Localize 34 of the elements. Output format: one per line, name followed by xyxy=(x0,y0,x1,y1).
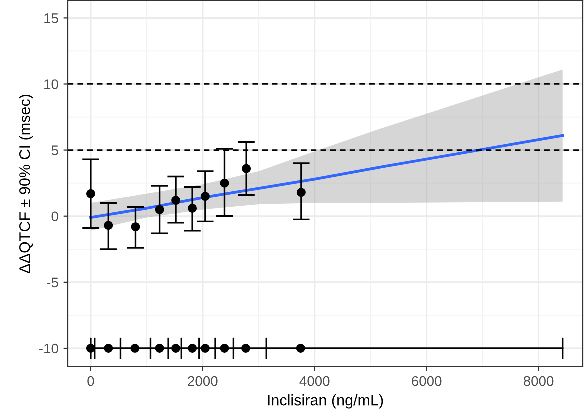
point xyxy=(131,222,140,232)
y-tick-label: 15 xyxy=(44,14,58,24)
point xyxy=(155,205,164,214)
point xyxy=(296,344,306,353)
point xyxy=(200,344,210,353)
point xyxy=(86,189,96,198)
x-tick-label: 4000 xyxy=(300,376,330,386)
point xyxy=(242,164,252,174)
point xyxy=(188,344,198,353)
point xyxy=(155,344,164,353)
point xyxy=(220,178,230,188)
point xyxy=(104,221,114,230)
line-series xyxy=(90,134,564,220)
point xyxy=(86,344,96,353)
point xyxy=(188,204,198,213)
point xyxy=(172,344,181,353)
x-tick-label: 8000 xyxy=(524,376,554,386)
y-tick-label: -5 xyxy=(47,278,58,288)
y-tick-label: 0 xyxy=(52,212,58,222)
y-axis-title: ΔΔQTCF ± 90% CI (msec) xyxy=(19,95,34,274)
point xyxy=(130,344,140,353)
point xyxy=(172,196,181,206)
point xyxy=(220,344,230,353)
x-tick-label: 2000 xyxy=(188,376,218,386)
x-tick-label: 0 xyxy=(88,376,94,386)
point xyxy=(242,344,251,353)
point xyxy=(104,344,114,353)
x-tick-label: 6000 xyxy=(412,376,442,386)
point xyxy=(296,188,306,198)
point xyxy=(200,192,210,202)
y-tick-label: 5 xyxy=(52,146,58,156)
y-tick-label: 10 xyxy=(44,80,58,90)
y-tick-label: -10 xyxy=(40,344,58,354)
x-axis-title: Inclisiran (ng/mL) xyxy=(268,394,384,409)
